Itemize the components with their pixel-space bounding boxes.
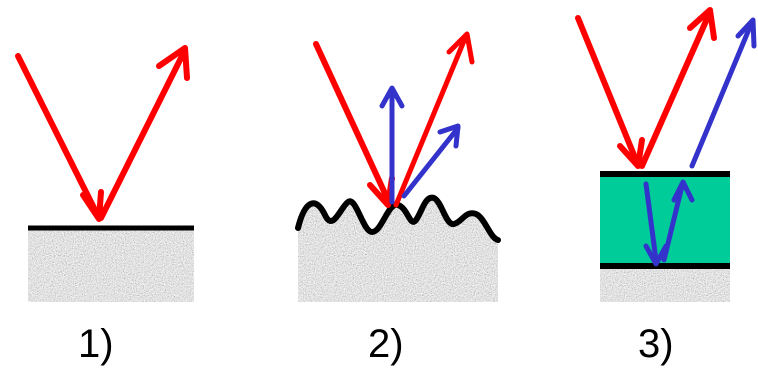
- scattered-arrowhead-vertical: [379, 85, 405, 109]
- incident-arrowhead-3: [617, 137, 645, 169]
- reflected-arrowhead-3: [687, 7, 717, 41]
- refracted-ray-down: [643, 181, 659, 263]
- refracted-arrowhead-up: [671, 179, 695, 203]
- scattered-ray-diagonal: [401, 125, 461, 199]
- panel-1-smooth-surface: [15, 45, 194, 302]
- panel-label-1: 1): [78, 322, 114, 366]
- panel-label-2: 2): [368, 322, 404, 366]
- refracted-arrowhead-down: [643, 243, 669, 267]
- incident-arrowhead-1: [80, 189, 104, 222]
- reflected-ray-3: [639, 9, 713, 169]
- reflected-arrowhead-2: [446, 31, 475, 65]
- incident-ray-2: [313, 41, 391, 203]
- panel-2-rough-surface: [295, 31, 501, 302]
- emerging-arrowhead-3: [735, 17, 757, 49]
- substrate-block-1: [28, 228, 194, 302]
- emerging-ray-3: [689, 19, 755, 169]
- refracted-ray-up: [661, 183, 685, 263]
- reflected-arrowhead-1: [156, 45, 190, 81]
- incident-ray-1: [15, 53, 99, 215]
- rough-surface-line: [295, 194, 501, 243]
- reflected-ray-1: [98, 47, 188, 221]
- substrate-block-3: [600, 266, 730, 302]
- panel-label-3: 3): [638, 322, 674, 366]
- reflected-ray-2: [393, 33, 469, 208]
- incident-ray-3: [575, 15, 639, 163]
- scattered-arrowhead-diagonal: [437, 123, 461, 149]
- panel-3-thin-film: [575, 7, 757, 302]
